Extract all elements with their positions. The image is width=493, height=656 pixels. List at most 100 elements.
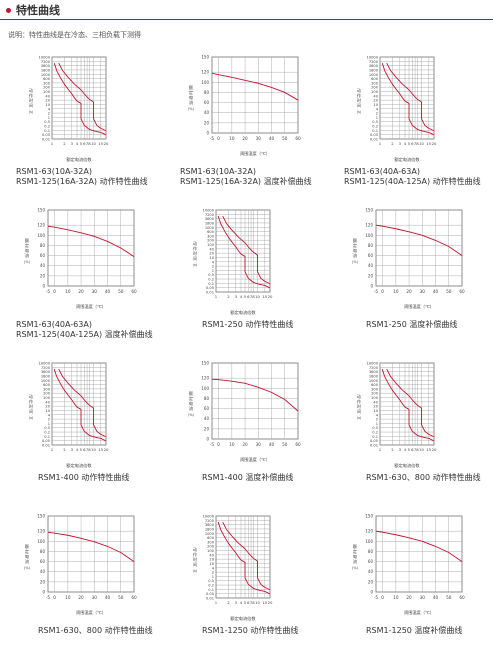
chart-caption: RSM1-250 温度补偿曲线	[366, 320, 458, 329]
y-tick-label: 1800	[41, 374, 51, 378]
chart-caption: RSM1-400 温度补偿曲线	[202, 473, 294, 482]
y-tick-label: 0	[370, 284, 373, 289]
x-tick-label: 50	[282, 136, 288, 141]
y-tick-label: 600	[43, 383, 51, 387]
y-tick-label: 1	[48, 422, 50, 426]
y-tick-label: 0.1	[44, 129, 50, 133]
y-tick-label: 0.1	[208, 588, 214, 592]
x-tick-label: 0	[53, 595, 56, 600]
chart-caption: RSM1-1250 温度补偿曲线	[366, 626, 463, 635]
x-tick-label: 10	[65, 289, 71, 294]
x-tick-label: 10	[229, 136, 235, 141]
y-tick-label: 20	[373, 405, 378, 409]
y-tick-label: 10	[373, 103, 378, 107]
series-line	[375, 530, 463, 562]
y-tick-label: 7200	[41, 366, 51, 370]
x-tick-label: 2	[227, 294, 230, 299]
y-axis-unit: (%)	[352, 566, 359, 570]
y-tick-label: 120	[365, 223, 373, 228]
x-tick-label: 50	[118, 289, 124, 294]
x-tick-label: 20	[78, 289, 84, 294]
y-tick-label: 20	[209, 558, 214, 562]
y-tick-label: 100	[207, 549, 215, 553]
x-tick-label: 10	[91, 141, 96, 146]
x-tick-label: 5	[80, 447, 83, 452]
y-tick-label: 20	[373, 99, 378, 103]
x-axis-label: 额定电流倍数	[230, 309, 256, 316]
y-axis-label-char: 额	[353, 237, 358, 244]
x-tick-label: 20	[432, 447, 437, 452]
x-tick-label: 2	[391, 447, 394, 452]
page-note: 说明：特性曲线是在冷态、三相负载下测得	[8, 31, 141, 39]
y-tick-label: 2	[48, 418, 50, 422]
x-tick-label: 20	[104, 447, 109, 452]
x-tick-label: 50	[282, 442, 288, 447]
y-tick-label: 4	[212, 566, 215, 570]
y-tick-label: 300	[43, 81, 51, 85]
chart-caption: RSM1-125(16A-32A) 温度补偿曲线	[180, 177, 312, 186]
y-tick-label: 60	[40, 253, 46, 258]
y-tick-label: 150	[365, 208, 373, 213]
chart-svg: 1000072003600180010006003002001004020104…	[29, 362, 109, 470]
y-axis-unit: (%)	[188, 413, 195, 417]
x-tick-label: 40	[433, 595, 439, 600]
y-tick-label: 40	[373, 400, 378, 404]
y-tick-label: 40	[204, 416, 210, 421]
x-tick-label: 20	[78, 595, 84, 600]
series-line	[217, 215, 271, 289]
y-tick-label: 80	[204, 396, 210, 401]
y-tick-label: 80	[204, 90, 210, 95]
chart-panel-4: 150 120 100 80 60 40 20 0 -5 0 10 20 30 40 50 60 额定电流 (%)…	[8, 200, 168, 350]
x-tick-label: 6	[83, 447, 86, 452]
x-tick-label: 20	[268, 600, 273, 605]
x-tick-label: 10	[393, 289, 399, 294]
y-axis-label-char: 流	[189, 405, 194, 412]
y-tick-label: 200	[207, 239, 215, 243]
chart-panel-2: 150 120 100 80 60 40 20 0 -5 0 10 20 30 40 50 60 额定电流 (%)…	[172, 47, 332, 197]
y-tick-label: 100	[201, 80, 209, 85]
x-tick-label: 20	[406, 595, 412, 600]
y-tick-label: 2	[212, 571, 214, 575]
x-tick-label: 7	[250, 294, 253, 299]
y-tick-label: 4	[48, 413, 51, 417]
chart-caption: RSM1-125(40A-125A) 温度补偿曲线	[16, 330, 153, 339]
y-axis-label-char: 作	[193, 245, 198, 252]
y-tick-label: 1000	[369, 73, 379, 77]
y-tick-label: 1	[48, 116, 50, 120]
y-tick-label: 0	[42, 590, 45, 595]
chart-svg: 150 120 100 80 60 40 20 0-5 0 10 20 30 40 50 60 额定电流(%)…	[188, 55, 301, 158]
chart-panel-12: 150 120 100 80 60 40 20 0 -5 0 10 20 30 40 50 60 额定电流 (%)…	[336, 506, 493, 656]
y-tick-label: 7200	[369, 60, 379, 64]
y-tick-label: 40	[204, 110, 210, 115]
x-axis-label: 周围温度（℃）	[404, 303, 434, 310]
y-tick-label: 20	[45, 99, 50, 103]
y-tick-label: 10000	[39, 56, 51, 60]
y-tick-label: 0.5	[372, 426, 378, 430]
plot-frame	[211, 362, 299, 440]
x-tick-label: -5	[46, 289, 51, 294]
chart-panel-5: 10000 7200 3600 1800 1000 600 300 200 100 40 20 10 4…	[172, 200, 332, 350]
x-tick-label: 15	[426, 141, 431, 146]
y-axis-label-char: 动	[29, 87, 33, 94]
y-axis-label-char: 作	[357, 398, 362, 405]
y-tick-label: 0	[206, 131, 209, 136]
y-tick-label: 40	[209, 247, 214, 251]
y-tick-label: 150	[37, 208, 45, 213]
x-tick-label: 50	[446, 595, 452, 600]
chart-svg: 150 120 100 80 60 40 20 0-5 0 10 20 30 40 50 60 额定电流(%)…	[24, 208, 137, 311]
y-axis-unit: (s)	[357, 416, 362, 420]
chart-svg: 150 120 100 80 60 40 20 0-5 0 10 20 30 40 50 60 额定电流(%)…	[24, 514, 137, 617]
x-axis-label: 额定电流倍数	[394, 156, 420, 163]
series-line	[222, 215, 271, 285]
x-tick-label: 0	[53, 289, 56, 294]
chart-panel-8: 150 120 100 80 60 40 20 0 -5 0 10 20 30 40 50 60 额定电流 (%)…	[172, 353, 332, 503]
x-tick-label: -5	[210, 136, 215, 141]
y-tick-label: 10	[45, 409, 50, 413]
x-axis-label: 周围温度（℃）	[76, 303, 106, 310]
y-tick-label: 7200	[205, 519, 215, 523]
y-axis-label-char: 动	[357, 393, 361, 400]
x-tick-label: 15	[262, 294, 267, 299]
y-tick-label: 0.05	[206, 286, 214, 290]
y-tick-label: 10	[209, 562, 214, 566]
y-tick-label: 100	[201, 386, 209, 391]
